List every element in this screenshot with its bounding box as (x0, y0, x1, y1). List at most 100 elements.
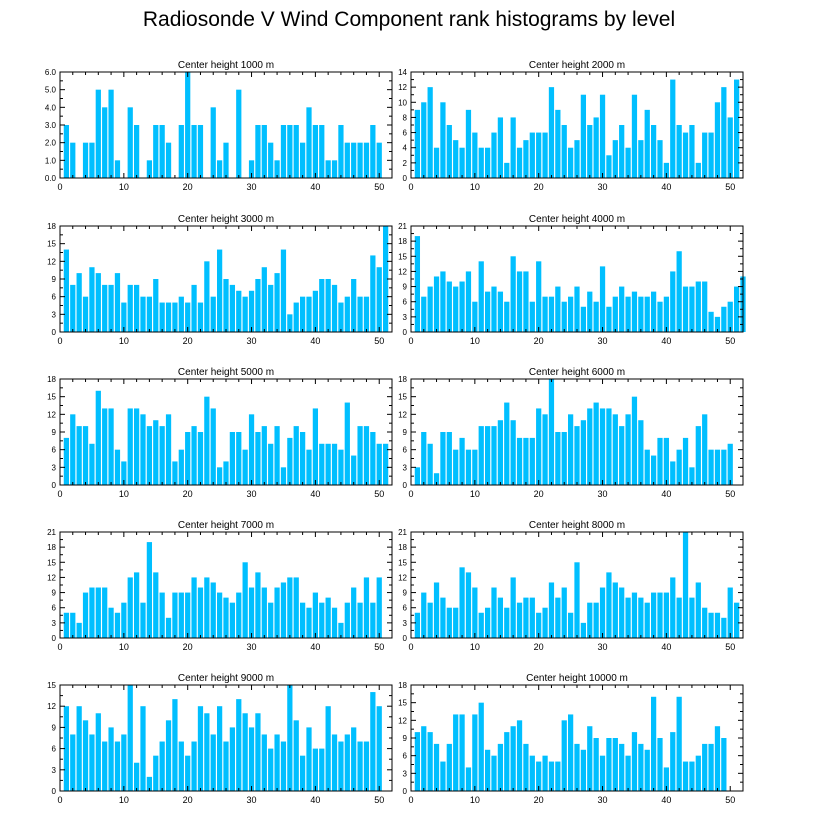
histogram-bar (510, 420, 516, 485)
histogram-bar (70, 612, 76, 638)
histogram-panel: Center height 5000 m 0 10 20 30 40 50 0 3 6 9 12 15 1… (47, 367, 393, 499)
histogram-bar (261, 267, 267, 332)
histogram-bar (478, 147, 484, 178)
histogram-bar (312, 290, 319, 332)
histogram-bar (472, 449, 478, 485)
histogram-bar (619, 286, 625, 332)
x-tick-label: 0 (408, 795, 413, 805)
histogram-bar (663, 437, 670, 485)
histogram-bar (651, 291, 657, 332)
y-tick-label: 6.0 (45, 68, 57, 77)
histogram-bar (708, 449, 714, 485)
histogram-bar (338, 741, 344, 791)
histogram-bar (300, 755, 306, 791)
histogram-bar (134, 125, 140, 178)
y-tick-label: 21 (398, 222, 407, 231)
x-tick-label: 40 (661, 336, 671, 346)
x-tick-label: 30 (598, 182, 608, 192)
x-tick-label: 20 (183, 642, 193, 652)
histogram-bar (376, 443, 382, 485)
histogram-bar (529, 437, 535, 485)
y-tick-label: 18 (47, 543, 56, 552)
y-tick-label: 12 (398, 410, 407, 419)
x-tick-label: 50 (725, 489, 735, 499)
histogram-bar (676, 597, 682, 638)
histogram-bar (210, 582, 216, 638)
histogram-bar (172, 592, 178, 638)
y-tick-label: 0 (52, 328, 57, 337)
x-tick-label: 10 (470, 182, 480, 192)
histogram-bar (217, 160, 223, 178)
histogram-bar (140, 706, 146, 791)
y-tick-label: 3 (403, 619, 408, 628)
histogram-bar (223, 142, 229, 178)
histogram-bar (516, 437, 523, 485)
histogram-bar (587, 408, 593, 485)
histogram-bar (300, 432, 306, 485)
histogram-bar (255, 125, 261, 178)
histogram-bar (574, 140, 580, 178)
y-tick-label: 9 (52, 275, 57, 284)
histogram-bar (619, 125, 625, 178)
histogram-bar (453, 714, 459, 791)
histogram-bar (287, 685, 293, 791)
histogram-bar (651, 455, 657, 485)
histogram-bar (599, 755, 606, 791)
histogram-bar (504, 402, 510, 485)
histogram-bar (689, 597, 695, 638)
histogram-bar (638, 420, 644, 485)
histogram-bar (248, 414, 255, 485)
y-tick-label: 12 (398, 83, 407, 92)
histogram-bar (453, 286, 459, 332)
histogram-bar (676, 125, 682, 178)
x-tick-label: 10 (119, 336, 129, 346)
y-tick-label: 4 (403, 144, 408, 153)
histogram-bar (229, 602, 236, 638)
y-tick-label: 12 (398, 716, 407, 725)
histogram-bar (574, 562, 580, 638)
x-tick-label: 10 (119, 795, 129, 805)
histogram-bar (619, 587, 625, 638)
histogram-bar (682, 286, 689, 332)
histogram-bar (165, 414, 172, 485)
histogram-bar (542, 132, 548, 178)
histogram-bar (376, 267, 382, 332)
y-tick-label: 12 (47, 573, 56, 582)
histogram-bar (134, 762, 140, 791)
histogram-bar (491, 426, 497, 485)
x-tick-label: 40 (661, 795, 671, 805)
x-tick-label: 10 (470, 489, 480, 499)
histogram-bar (370, 432, 376, 485)
y-tick-label: 5.0 (45, 86, 57, 95)
histogram-bar (670, 461, 676, 485)
x-tick-label: 10 (470, 795, 480, 805)
histogram-bar (676, 449, 682, 485)
histogram-bar (319, 602, 325, 638)
histogram-bar (293, 125, 299, 178)
panel-title: Center height 4000 m (529, 214, 625, 225)
histogram-bar (497, 117, 504, 178)
histogram-bar (121, 734, 127, 791)
x-tick-label: 30 (247, 182, 257, 192)
histogram-bar (363, 426, 370, 485)
histogram-bar (478, 612, 484, 638)
histogram-bar (134, 408, 140, 485)
histogram-bar (300, 602, 306, 638)
histogram-bar (433, 147, 440, 178)
histogram-panel: Center height 8000 m 0 10 20 30 40 50 0 3 6 9 12 15 1… (398, 520, 744, 652)
histogram-bar (708, 612, 714, 638)
histogram-bar (331, 443, 338, 485)
histogram-bar (114, 741, 121, 791)
histogram-bar (236, 89, 242, 178)
histogram-bar (574, 426, 580, 485)
histogram-bar (172, 461, 178, 485)
y-tick-label: 18 (398, 543, 407, 552)
histogram-bar (172, 699, 178, 791)
histogram-bar (580, 94, 587, 178)
y-tick-label: 0 (52, 634, 57, 643)
histogram-bar (82, 720, 89, 791)
histogram-bar (599, 408, 606, 485)
y-tick-label: 3 (52, 310, 57, 319)
y-tick-label: 0 (403, 174, 408, 183)
